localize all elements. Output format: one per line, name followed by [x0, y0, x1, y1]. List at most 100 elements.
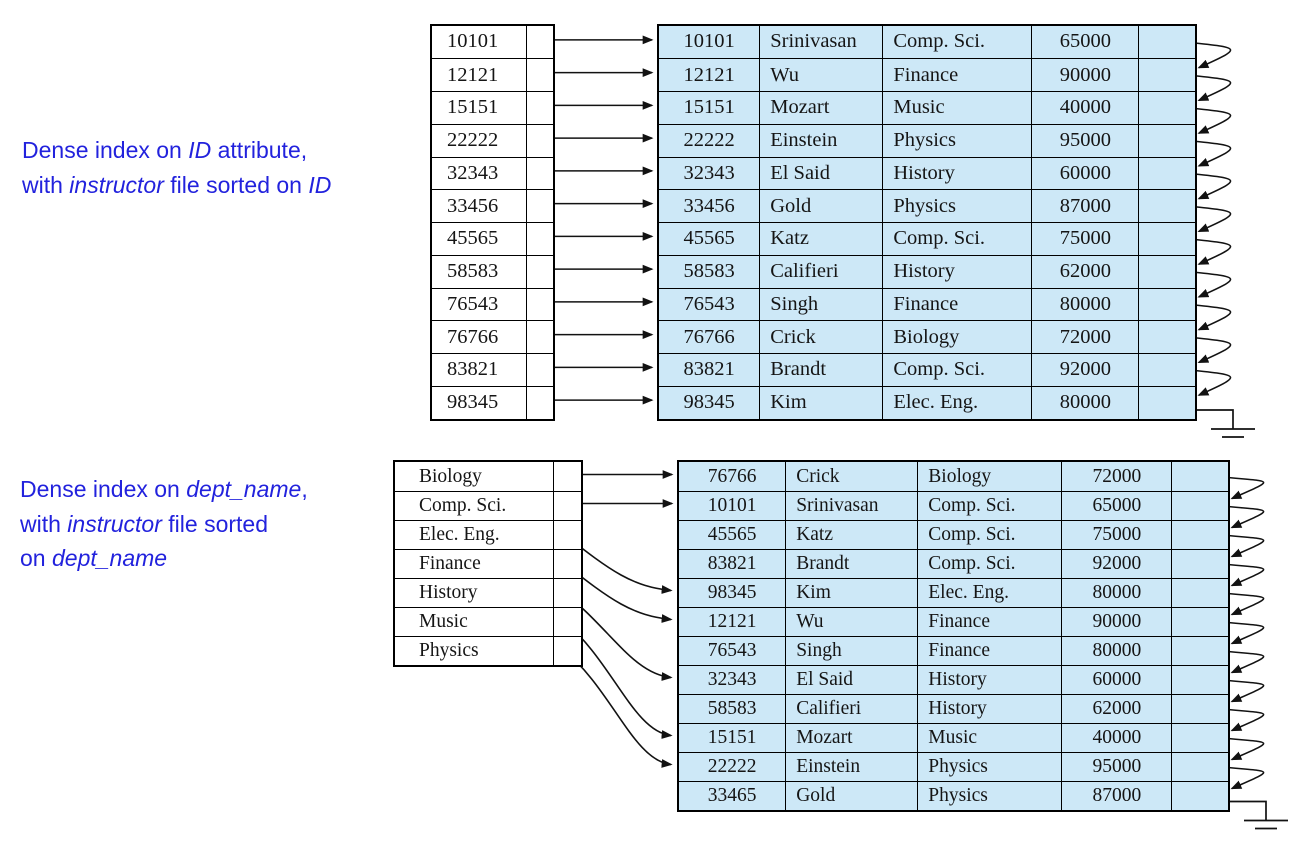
record-dept-cell: Music [917, 724, 1061, 752]
record-row: 45565 Katz Comp. Sci. 75000 [659, 222, 1195, 255]
dept-name-index-table: Biology Comp. Sci. Elec. Eng. Finance Histor… [393, 460, 583, 667]
record-pointer-cell [1138, 255, 1195, 288]
record-dept-cell: Finance [882, 288, 1031, 321]
record-salary-cell: 72000 [1061, 462, 1171, 491]
record-chain-arrow [1183, 237, 1232, 265]
record-salary-cell: 87000 [1031, 190, 1138, 222]
record-row: 45565 Katz Comp. Sci. 75000 [679, 520, 1228, 549]
caption-text: Dense index on [22, 137, 189, 163]
record-salary-cell: 40000 [1031, 92, 1138, 124]
index-key-cell: 32343 [447, 161, 499, 184]
record-id-cell: 12121 [707, 611, 757, 632]
index-key-cell: Biology [419, 465, 482, 487]
record-id-cell: 76766 [707, 465, 757, 487]
record-pointer-cell [1171, 521, 1228, 549]
index-pointer-cell [525, 288, 553, 321]
index-row: History [395, 578, 581, 607]
record-salary-cell: 80000 [1061, 637, 1171, 665]
record-salary-cell: 95000 [1031, 124, 1138, 157]
index-key-cell: Elec. Eng. [419, 524, 500, 545]
record-row: 10101 Srinivasan Comp. Sci. 65000 [659, 25, 1195, 59]
index-key-cell: Physics [419, 640, 479, 661]
record-id-cell: 76766 [683, 325, 735, 348]
record-chain-arrow [1183, 204, 1232, 233]
index-pointer-cell [552, 521, 581, 549]
caption-text: with [22, 172, 70, 198]
index-pointer-cell [552, 608, 581, 636]
caption-text: , [301, 476, 308, 502]
record-salary-cell: 80000 [1061, 579, 1171, 607]
instructor-file-sorted-by-id: 10101 Srinivasan Comp. Sci. 65000 12121 Wu Fin… [657, 23, 1197, 421]
index-row: 33456 [432, 189, 553, 222]
record-pointer-cell [1171, 782, 1228, 810]
record-chain-arrow [1183, 41, 1232, 69]
record-salary-cell: 62000 [1031, 255, 1138, 288]
index-key-cell: 33456 [447, 194, 499, 217]
record-dept-cell: Comp. Sci. [882, 25, 1031, 59]
record-dept-cell: History [917, 666, 1061, 694]
index-row: 32343 [432, 156, 553, 190]
record-dept-cell: Music [882, 92, 1031, 124]
record-row: 76543 Singh Finance 80000 [679, 636, 1228, 665]
index-key-cell: History [419, 582, 478, 603]
record-salary-cell: 90000 [1061, 608, 1171, 636]
record-id-cell: 15151 [683, 96, 735, 119]
record-row: 32343 El Said History 60000 [679, 665, 1228, 694]
record-id-cell: 10101 [683, 30, 735, 53]
index-row: 58583 [432, 254, 553, 288]
index-row: 83821 [432, 353, 553, 386]
record-row: 10101 Srinivasan Comp. Sci. 65000 [679, 491, 1228, 520]
record-row: 58583 Califieri History 62000 [679, 694, 1228, 723]
record-salary-cell: 95000 [1061, 753, 1171, 781]
index-key-cell: 10101 [447, 30, 499, 53]
record-salary-cell: 60000 [1061, 666, 1171, 694]
index-pointer-cell [525, 92, 553, 124]
record-dept-cell: Physics [882, 190, 1031, 222]
caption-italic-term: dept_name [186, 476, 302, 502]
record-name-cell: Singh [785, 637, 917, 665]
record-salary-cell: 60000 [1031, 157, 1138, 190]
index-row: 22222 [432, 123, 553, 157]
record-row: 33465 Gold Physics 87000 [679, 781, 1228, 810]
caption-line: on dept_name [20, 541, 308, 576]
record-id-cell: 15151 [707, 727, 757, 748]
record-chain-arrow [1183, 270, 1232, 298]
record-name-cell: Srinivasan [759, 25, 882, 59]
caption-line: Dense index on ID attribute, [22, 133, 331, 168]
record-id-cell: 12121 [683, 63, 735, 86]
record-row: 32343 El Said History 60000 [659, 156, 1195, 190]
index-pointer-cell [552, 637, 581, 665]
record-salary-cell: 72000 [1031, 321, 1138, 353]
record-chain-arrow [1183, 335, 1232, 364]
instructor-file-sorted-by-dept-name: 76766 Crick Biology 72000 10101 Srinivasan Com… [677, 460, 1230, 812]
index-row: 98345 [432, 385, 553, 419]
record-name-cell: Einstein [759, 124, 882, 157]
record-name-cell: Califieri [785, 695, 917, 723]
record-dept-cell: Physics [882, 124, 1031, 157]
index-key-cell: 83821 [447, 358, 499, 381]
record-row: 15151 Mozart Music 40000 [679, 723, 1228, 752]
index-row: Physics [395, 636, 581, 665]
record-row: 33456 Gold Physics 87000 [659, 189, 1195, 222]
record-salary-cell: 40000 [1061, 724, 1171, 752]
index-key-cell: 15151 [447, 96, 499, 119]
record-id-cell: 83821 [683, 358, 735, 381]
record-name-cell: Katz [759, 223, 882, 255]
record-dept-cell: Comp. Sci. [882, 223, 1031, 255]
index-pointer-cell [525, 25, 553, 59]
record-row: 76543 Singh Finance 80000 [659, 287, 1195, 321]
index-key-cell: 76543 [447, 292, 499, 315]
index-row: 15151 [432, 91, 553, 124]
index-key-cell: 58583 [447, 260, 499, 283]
record-pointer-cell [1171, 579, 1228, 607]
record-dept-cell: Finance [917, 637, 1061, 665]
index-row: 76543 [432, 287, 553, 321]
record-chain-arrow [1217, 707, 1265, 732]
index-key-cell: 98345 [447, 391, 499, 414]
index-pointer-cell [525, 354, 553, 386]
record-pointer-cell [1171, 550, 1228, 578]
record-id-cell: 76543 [683, 292, 735, 315]
record-pointer-cell [1138, 25, 1195, 59]
caption-text: on [20, 545, 52, 571]
record-name-cell: Wu [759, 59, 882, 91]
